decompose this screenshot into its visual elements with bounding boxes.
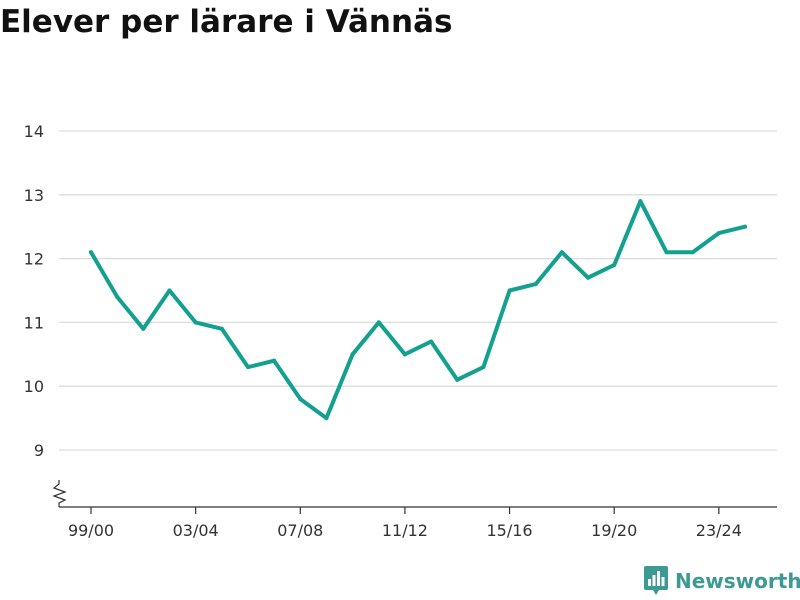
x-tick-label: 11/12 (382, 521, 428, 540)
data-point (245, 365, 250, 370)
x-tick-label: 23/24 (696, 521, 742, 540)
x-tick-label: 15/16 (487, 521, 533, 540)
y-tick-label: 14 (24, 122, 44, 141)
data-point (690, 250, 695, 255)
x-tick-label: 19/20 (591, 521, 637, 540)
data-point (402, 352, 407, 357)
y-tick-label: 11 (24, 313, 44, 332)
data-point (376, 320, 381, 325)
axis-break-icon (52, 480, 67, 507)
gridlines (59, 130, 777, 451)
data-point (559, 250, 564, 255)
data-point (141, 326, 146, 331)
data-point (115, 294, 120, 299)
x-tick-label: 03/04 (173, 521, 219, 540)
data-point (612, 262, 617, 267)
data-point (533, 282, 538, 287)
data-point (219, 326, 224, 331)
newsworthy-chart-icon (644, 566, 668, 595)
series-line (89, 199, 747, 421)
data-point (664, 250, 669, 255)
brand-name: Newsworthy (675, 569, 800, 593)
y-tick-label: 13 (24, 186, 44, 205)
data-point (89, 250, 93, 255)
data-point (298, 396, 303, 401)
x-axis: 99/00 03/04 07/08 11/12 15/16 19/20 23/24 (59, 506, 777, 540)
y-tick-label: 9 (34, 441, 44, 460)
y-tick-label: 10 (24, 377, 44, 396)
y-axis: 9 10 11 12 13 14 (24, 122, 44, 460)
brand-logo: Newsworthy (644, 566, 800, 596)
series-layer (89, 199, 747, 421)
data-point (743, 224, 747, 229)
data-point (429, 339, 434, 344)
data-point (167, 288, 172, 293)
x-tick-label: 99/00 (68, 521, 114, 540)
data-point (507, 288, 512, 293)
data-point (350, 352, 355, 357)
data-point (272, 358, 277, 363)
data-point (586, 275, 591, 280)
axis-break-zigzag (52, 480, 67, 507)
data-point (455, 377, 460, 382)
data-point (324, 416, 329, 421)
data-point (638, 199, 643, 204)
chart-title: Elever per lärare i Vännäs (0, 4, 453, 40)
x-tick-label: 07/08 (277, 521, 323, 540)
data-point (193, 320, 198, 325)
data-point (481, 365, 486, 370)
data-point (716, 231, 721, 236)
y-tick-label: 12 (24, 250, 44, 269)
